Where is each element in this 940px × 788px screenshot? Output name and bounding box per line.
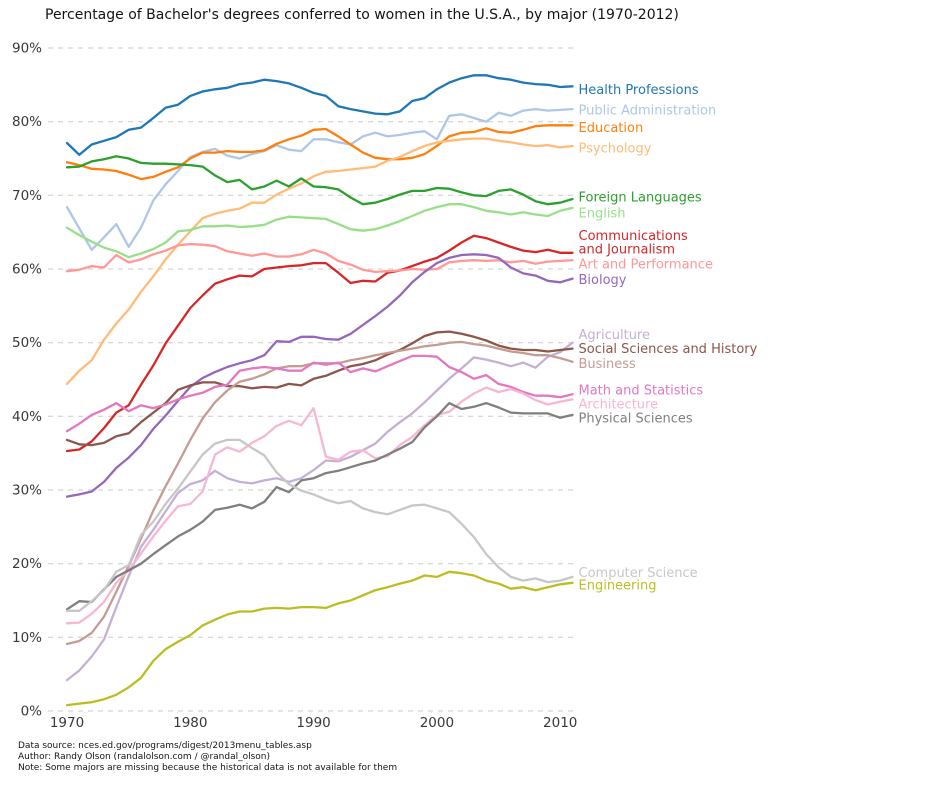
series-label-psychology: Psychology xyxy=(579,142,652,157)
y-tick-label: 60% xyxy=(12,262,42,278)
y-tick-label: 10% xyxy=(12,630,42,646)
series-label-agriculture: Agriculture xyxy=(579,328,651,343)
series-line-health-professions xyxy=(65,74,574,156)
series-label-health-professions: Health Professions xyxy=(579,83,699,98)
series-label-physical-sciences: Physical Sciences xyxy=(579,411,693,426)
series-label-public-administration: Public Administration xyxy=(579,103,717,118)
y-tick-label: 40% xyxy=(12,409,42,425)
series-line-social-sciences-and-history xyxy=(65,330,574,447)
series-line-physical-sciences xyxy=(65,401,574,611)
series-line-public-administration xyxy=(65,107,574,251)
series-line-english xyxy=(65,203,574,259)
chart-footer: Data source: nces.ed.gov/programs/digest… xyxy=(18,741,397,774)
chart-title: Percentage of Bachelor's degrees conferr… xyxy=(45,7,679,23)
x-tick-label: 1980 xyxy=(173,715,207,731)
series-label-education: Education xyxy=(579,121,644,136)
series-line-agriculture xyxy=(65,341,574,682)
series-label-math-and-statistics: Math and Statistics xyxy=(579,383,704,398)
series-label-foreign-languages: Foreign Languages xyxy=(579,190,702,205)
footer-line-source: Data source: nces.ed.gov/programs/digest… xyxy=(18,741,312,751)
series-line-foreign-languages xyxy=(65,155,574,206)
series-label-business: Business xyxy=(579,357,637,372)
y-tick-label: 70% xyxy=(12,188,42,204)
series-line-business xyxy=(65,340,574,646)
x-tick-label: 1990 xyxy=(296,715,330,731)
series-line-education xyxy=(65,124,574,181)
y-tick-label: 90% xyxy=(12,41,42,57)
footer-line-author: Author: Randy Olson (randalolson.com / @… xyxy=(18,752,271,762)
x-tick-label: 2000 xyxy=(420,715,454,731)
x-tick-label: 1970 xyxy=(50,715,84,731)
series-line-engineering xyxy=(65,570,574,707)
series-label-engineering: Engineering xyxy=(579,579,657,594)
x-tick-label: 2010 xyxy=(543,715,577,731)
series-line-computer-science xyxy=(65,438,574,612)
series-label-biology: Biology xyxy=(579,273,627,288)
series-label-communications-and-journalism: and Journalism xyxy=(579,243,676,258)
footer-line-note: Note: Some majors are missing because th… xyxy=(18,763,398,773)
series-line-math-and-statistics xyxy=(65,354,574,433)
series-line-architecture xyxy=(65,386,574,625)
series-line-communications-and-journalism xyxy=(65,234,574,453)
y-tick-label: 0% xyxy=(21,704,43,720)
series-line-art-and-performance xyxy=(65,242,574,274)
series-label-computer-science: Computer Science xyxy=(579,566,698,581)
series-label-social-sciences-and-history: Social Sciences and History xyxy=(579,342,758,357)
series-label-architecture: Architecture xyxy=(579,397,659,412)
series-line-biology xyxy=(65,253,574,498)
y-tick-label: 30% xyxy=(12,483,42,499)
series-label-art-and-performance: Art and Performance xyxy=(579,257,713,272)
series-label-english: English xyxy=(579,207,626,222)
series-label-communications-and-journalism: Communications xyxy=(579,229,688,244)
y-tick-label: 20% xyxy=(12,556,42,572)
y-tick-label: 50% xyxy=(12,335,42,351)
series-line-psychology xyxy=(65,137,574,386)
y-tick-label: 80% xyxy=(12,114,42,130)
